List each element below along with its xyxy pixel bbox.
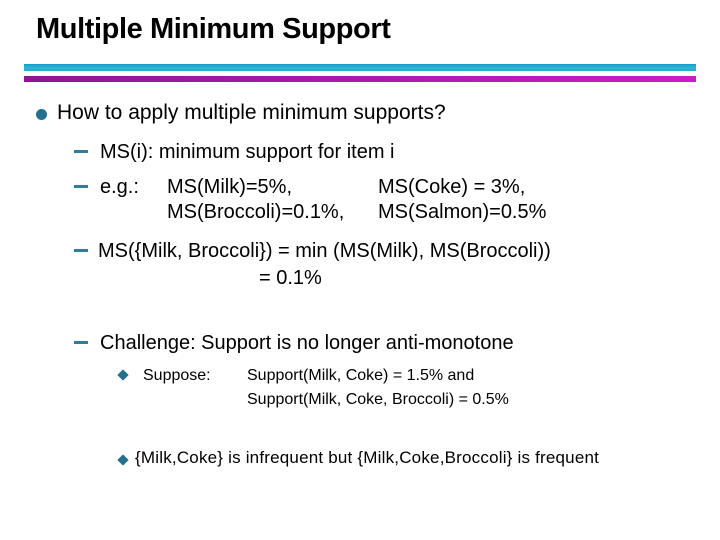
- slide-title: Multiple Minimum Support: [36, 13, 391, 45]
- example-label: e.g.:: [100, 176, 139, 198]
- challenge-text: Challenge: Support is no longer anti-mon…: [100, 332, 514, 354]
- suppose-support-line2: Support(Milk, Coke, Broccoli) = 0.5%: [247, 391, 509, 408]
- conclusion-text: {Milk,Coke} is infrequent but {Milk,Coke…: [135, 448, 600, 467]
- min-rule-line1: MS({Milk, Broccoli}) = min (MS(Milk), MS…: [98, 240, 551, 262]
- diamond-bullet-icon: [117, 369, 129, 381]
- dash-bullet-icon: [74, 249, 88, 252]
- dash-bullet-icon: [74, 341, 88, 344]
- dash-bullet-icon: [74, 150, 88, 153]
- example-ms-salmon: MS(Salmon)=0.5%: [378, 201, 547, 223]
- main-bullet-text: How to apply multiple minimum supports?: [57, 101, 446, 124]
- suppose-label: Suppose:: [143, 367, 211, 384]
- example-ms-broccoli: MS(Broccoli)=0.1%,: [167, 201, 345, 223]
- diamond-bullet-icon: [117, 454, 129, 466]
- circle-bullet-icon: [36, 109, 47, 120]
- example-ms-coke: MS(Coke) = 3%,: [378, 176, 526, 198]
- title-rule-magenta: [24, 76, 696, 82]
- min-rule-line2: = 0.1%: [259, 267, 322, 289]
- ms-definition-text: MS(i): minimum support for item i: [100, 141, 395, 163]
- dash-bullet-icon: [74, 185, 88, 188]
- example-ms-milk: MS(Milk)=5%,: [167, 176, 293, 198]
- suppose-support-line1: Support(Milk, Coke) = 1.5% and: [247, 367, 475, 384]
- title-rule-cyan: [24, 64, 696, 71]
